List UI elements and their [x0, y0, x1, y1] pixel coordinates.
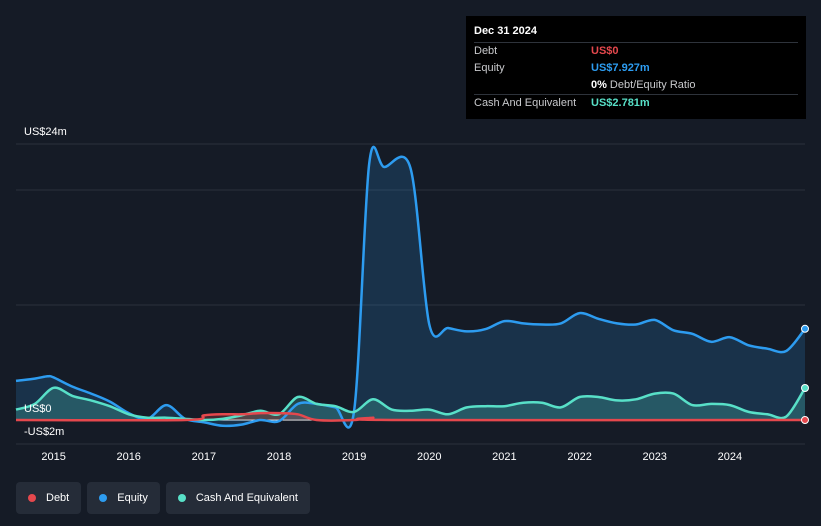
legend-label: Cash And Equivalent: [195, 492, 298, 504]
tooltip-value: 0%: [591, 79, 607, 91]
x-axis-labels: 2015 2016 2017 2018 2019 2020 2021 2022 2023 2024: [41, 451, 742, 463]
cash-and-equivalent-end-marker: [801, 384, 809, 392]
tooltip-value: US$0: [591, 45, 619, 57]
x-tick-label: 2019: [342, 451, 366, 463]
tooltip-label: Debt: [474, 45, 498, 57]
legend-dot-icon: [28, 494, 36, 502]
cash-and-equivalent-area: [16, 387, 805, 420]
tooltip-row-equity: Equity US$7.927m: [474, 60, 798, 77]
chart-areas: [16, 146, 805, 428]
legend-item-equity[interactable]: Equity: [87, 482, 160, 514]
legend-item-debt[interactable]: Debt: [16, 482, 82, 514]
x-tick-label: 2024: [718, 451, 742, 463]
cash-and-equivalent-line: [15, 386, 807, 422]
legend-label: Equity: [117, 492, 148, 504]
tooltip-value: US$7.927m: [591, 62, 650, 74]
x-tick-label: 2020: [417, 451, 441, 463]
data-tooltip: Dec 31 2024 Debt US$0 Equity US$7.927m 0…: [466, 16, 806, 119]
tooltip-date: Dec 31 2024: [474, 25, 537, 37]
tooltip-value: US$2.781m: [591, 97, 650, 109]
debt-line: [15, 411, 806, 422]
legend-dot-icon: [99, 494, 108, 502]
chart-legend: Debt Equity Cash And Equivalent: [16, 482, 310, 514]
x-tick-label: 2021: [492, 451, 516, 463]
y-axis-labels: US$24m US$0 -US$2m: [24, 126, 67, 438]
y-tick-label: -US$2m: [24, 426, 64, 438]
chart-lines: [15, 145, 807, 429]
y-tick-label: US$0: [24, 403, 52, 415]
debt-end-marker: [801, 416, 809, 424]
equity-area: [16, 146, 805, 428]
tooltip-row-ratio: 0% Debt/Equity Ratio: [474, 77, 798, 94]
legend-label: Debt: [46, 492, 70, 504]
tooltip-label: [474, 77, 591, 94]
tooltip-sub: Debt/Equity Ratio: [609, 79, 696, 91]
tooltip-row-cash: Cash And Equivalent US$2.781m: [474, 94, 798, 112]
y-tick-label: US$24m: [24, 126, 67, 138]
x-tick-label: 2016: [116, 451, 140, 463]
legend-dot-icon: [177, 494, 186, 502]
tooltip-label: Equity: [474, 62, 505, 74]
x-tick-label: 2023: [642, 451, 666, 463]
x-tick-label: 2015: [41, 451, 65, 463]
chart-end-markers: [801, 324, 809, 424]
x-tick-label: 2017: [192, 451, 216, 463]
legend-item-cash[interactable]: Cash And Equivalent: [165, 482, 310, 514]
x-tick-label: 2018: [267, 451, 291, 463]
tooltip-label: Cash And Equivalent: [474, 97, 577, 109]
x-tick-label: 2022: [567, 451, 591, 463]
equity-end-marker: [801, 324, 809, 333]
tooltip-row-debt: Debt US$0: [474, 42, 798, 60]
